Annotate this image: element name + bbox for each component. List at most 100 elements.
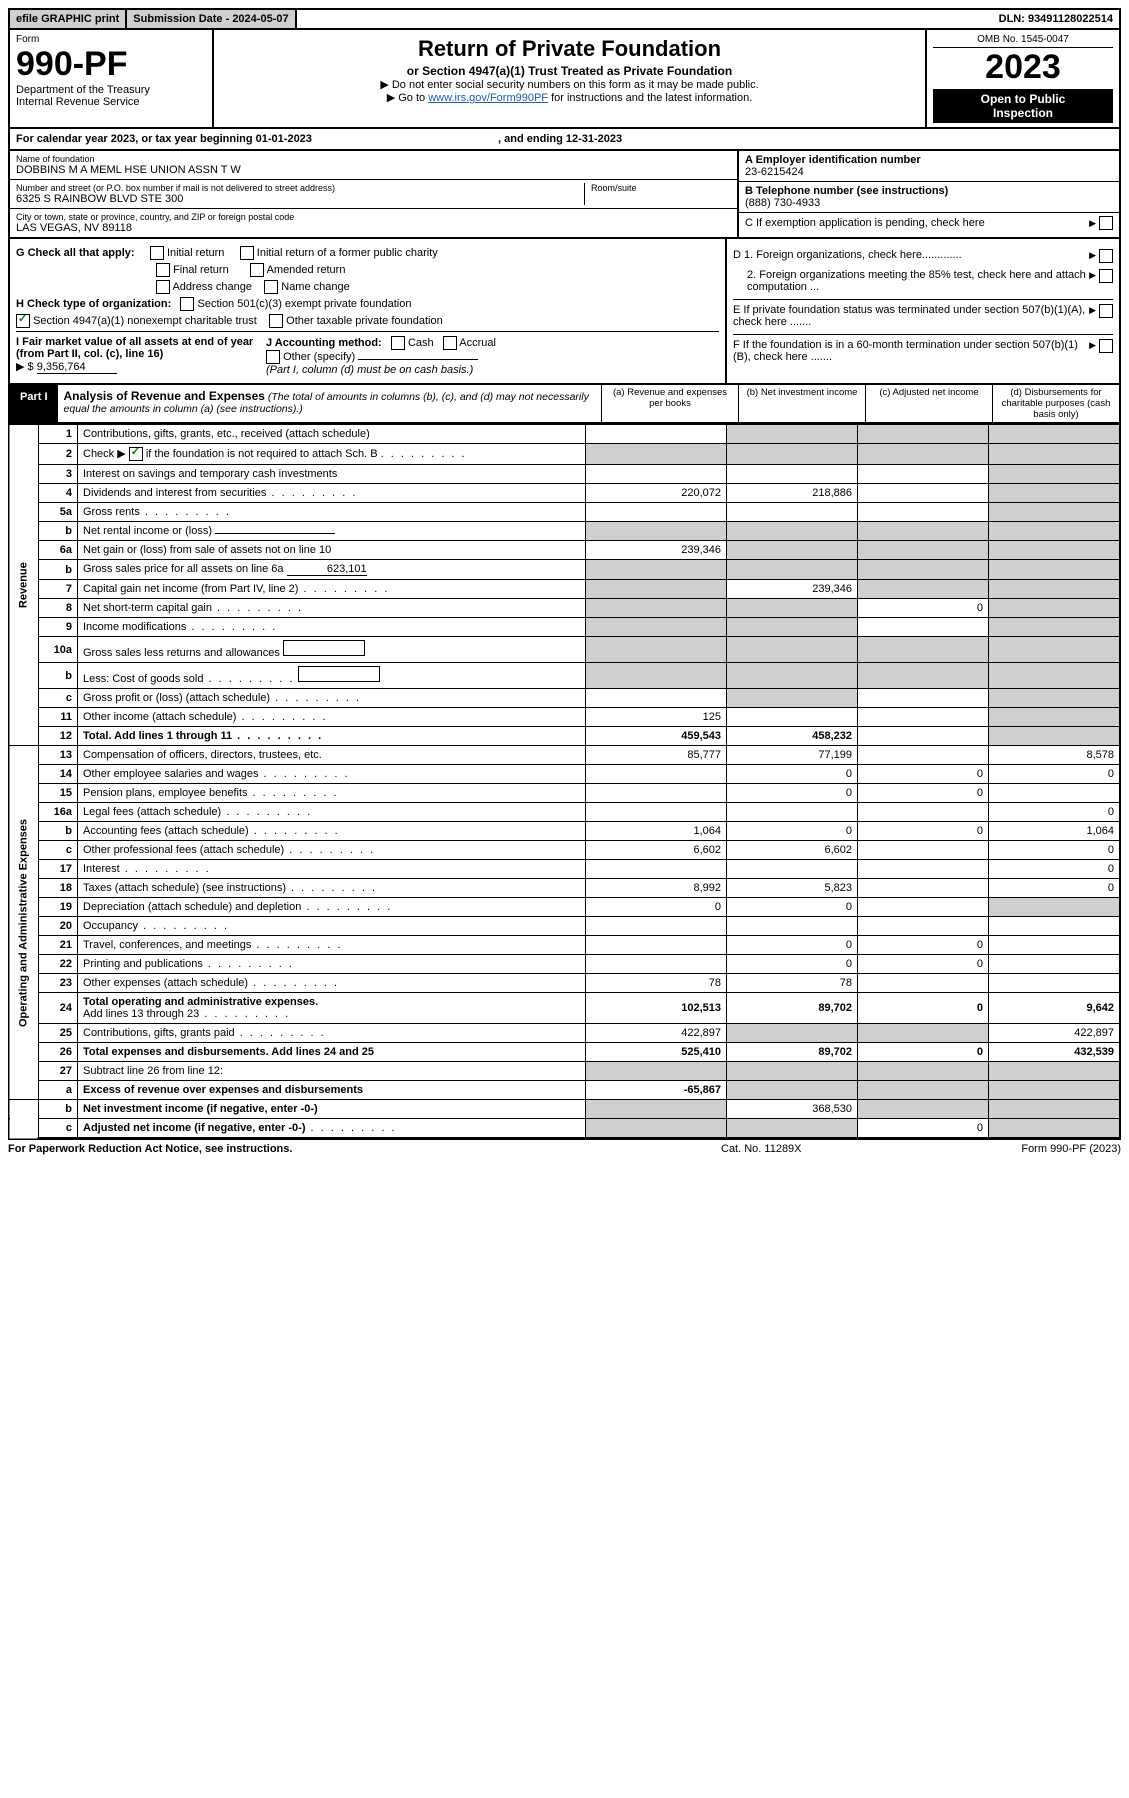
arrow-icon — [1089, 269, 1099, 293]
r19-a: 0 — [586, 898, 727, 917]
r27b-b: 368,530 — [727, 1100, 858, 1119]
r22-b: 0 — [727, 955, 858, 974]
open-public-2: Inspection — [936, 106, 1110, 120]
r6b-val: 623,101 — [287, 563, 367, 576]
r23-a: 78 — [586, 974, 727, 993]
h-label: H Check type of organization: — [16, 298, 171, 310]
r15-b: 0 — [727, 784, 858, 803]
line-9-desc: Income modifications — [83, 621, 186, 633]
cash-checkbox[interactable] — [391, 336, 405, 350]
r6a-a: 239,346 — [586, 541, 727, 560]
form-subtitle: or Section 4947(a)(1) Trust Treated as P… — [220, 64, 919, 78]
form-label: Form — [16, 34, 206, 45]
line-23-desc: Other expenses (attach schedule) — [83, 977, 248, 989]
r16c-a: 6,602 — [586, 841, 727, 860]
fmv-value: 9,356,764 — [37, 361, 117, 374]
foundation-city: LAS VEGAS, NV 89118 — [16, 222, 731, 234]
open-public-1: Open to Public — [936, 92, 1110, 106]
name-change-checkbox[interactable] — [264, 280, 278, 294]
part1-title: Analysis of Revenue and Expenses — [64, 389, 265, 403]
r17-d: 0 — [989, 860, 1121, 879]
i-label: I Fair market value of all assets at end… — [16, 336, 253, 360]
r12-b: 458,232 — [727, 727, 858, 746]
r24-a: 102,513 — [586, 993, 727, 1024]
accrual-checkbox[interactable] — [443, 336, 457, 350]
phone-label: B Telephone number (see instructions) — [745, 185, 1113, 197]
name-change-label: Name change — [281, 281, 350, 293]
line-12-desc: Total. Add lines 1 through 11 — [83, 730, 232, 742]
exemption-pending-label: C If exemption application is pending, c… — [745, 217, 1089, 229]
r26-b: 89,702 — [727, 1043, 858, 1062]
line-5a-desc: Gross rents — [83, 506, 140, 518]
d2-label: 2. Foreign organizations meeting the 85%… — [733, 269, 1089, 293]
other-method-checkbox[interactable] — [266, 350, 280, 364]
line-18-desc: Taxes (attach schedule) (see instruction… — [83, 882, 286, 894]
city-label: City or town, state or province, country… — [16, 212, 731, 222]
room-label: Room/suite — [591, 183, 731, 193]
r16c-b: 6,602 — [727, 841, 858, 860]
line-4-desc: Dividends and interest from securities — [83, 487, 266, 499]
line-11-desc: Other income (attach schedule) — [83, 711, 236, 723]
line-27a-desc: Excess of revenue over expenses and disb… — [78, 1081, 586, 1100]
goto-prefix: ▶ Go to — [387, 92, 428, 104]
cal-year-end: , and ending 12-31-2023 — [498, 133, 622, 145]
d1-label: D 1. Foreign organizations, check here..… — [733, 249, 1089, 263]
line-2-prefix: Check ▶ — [83, 448, 126, 460]
line-25-desc: Contributions, gifts, grants paid — [83, 1027, 235, 1039]
final-return-checkbox[interactable] — [156, 263, 170, 277]
initial-former-checkbox[interactable] — [240, 246, 254, 260]
line-10a-desc: Gross sales less returns and allowances — [83, 647, 280, 659]
r18-d: 0 — [989, 879, 1121, 898]
revenue-side-label: Revenue — [9, 425, 39, 746]
irs-link[interactable]: www.irs.gov/Form990PF — [428, 92, 548, 104]
line-2-suffix: if the foundation is not required to att… — [146, 448, 378, 460]
d2-checkbox[interactable] — [1099, 269, 1113, 283]
ssn-warning: ▶ Do not enter social security numbers o… — [220, 78, 919, 91]
initial-return-checkbox[interactable] — [150, 246, 164, 260]
accrual-label: Accrual — [459, 337, 496, 349]
goto-suffix: for instructions and the latest informat… — [551, 92, 752, 104]
part1-tag: Part I — [10, 385, 58, 422]
r25-a: 422,897 — [586, 1024, 727, 1043]
line-1-desc: Contributions, gifts, grants, etc., rece… — [78, 425, 586, 444]
line-16c-desc: Other professional fees (attach schedule… — [83, 844, 284, 856]
omb-number: OMB No. 1545-0047 — [933, 34, 1113, 48]
part1-table: Revenue 1 Contributions, gifts, grants, … — [8, 424, 1121, 1139]
calendar-year-row: For calendar year 2023, or tax year begi… — [8, 129, 1121, 151]
r24-b: 89,702 — [727, 993, 858, 1024]
r14-c: 0 — [858, 765, 989, 784]
arrow-icon — [1089, 249, 1099, 263]
ein-label: A Employer identification number — [745, 154, 1113, 166]
final-return-label: Final return — [173, 264, 229, 276]
4947-checkbox[interactable] — [16, 314, 30, 328]
r12-a: 459,543 — [586, 727, 727, 746]
foundation-name: DOBBINS M A MEML HSE UNION ASSN T W — [16, 164, 731, 176]
501c3-checkbox[interactable] — [180, 297, 194, 311]
r8-c: 0 — [858, 599, 989, 618]
form-header: Form 990-PF Department of the Treasury I… — [8, 30, 1121, 129]
exemption-pending-checkbox[interactable] — [1099, 216, 1113, 230]
sch-b-checkbox[interactable] — [129, 447, 143, 461]
col-a-header: (a) Revenue and expenses per books — [601, 385, 738, 422]
arrow-icon — [1089, 304, 1099, 328]
efile-print-button[interactable]: efile GRAPHIC print — [10, 10, 127, 28]
r21-b: 0 — [727, 936, 858, 955]
r19-b: 0 — [727, 898, 858, 917]
top-bar: efile GRAPHIC print Submission Date - 20… — [8, 8, 1121, 30]
other-taxable-label: Other taxable private foundation — [286, 315, 443, 327]
amended-return-checkbox[interactable] — [250, 263, 264, 277]
f-checkbox[interactable] — [1099, 339, 1113, 353]
r21-c: 0 — [858, 936, 989, 955]
phone-value: (888) 730-4933 — [745, 197, 1113, 209]
form-title: Return of Private Foundation — [220, 36, 919, 62]
irs-label: Internal Revenue Service — [16, 96, 206, 108]
line-27-desc: Subtract line 26 from line 12: — [78, 1062, 586, 1081]
line-22-desc: Printing and publications — [83, 958, 203, 970]
j-label: J Accounting method: — [266, 337, 382, 349]
checkboxes-block: G Check all that apply: Initial return I… — [8, 239, 1121, 385]
d1-checkbox[interactable] — [1099, 249, 1113, 263]
e-checkbox[interactable] — [1099, 304, 1113, 318]
address-change-checkbox[interactable] — [156, 280, 170, 294]
r25-d: 422,897 — [989, 1024, 1121, 1043]
other-taxable-checkbox[interactable] — [269, 314, 283, 328]
